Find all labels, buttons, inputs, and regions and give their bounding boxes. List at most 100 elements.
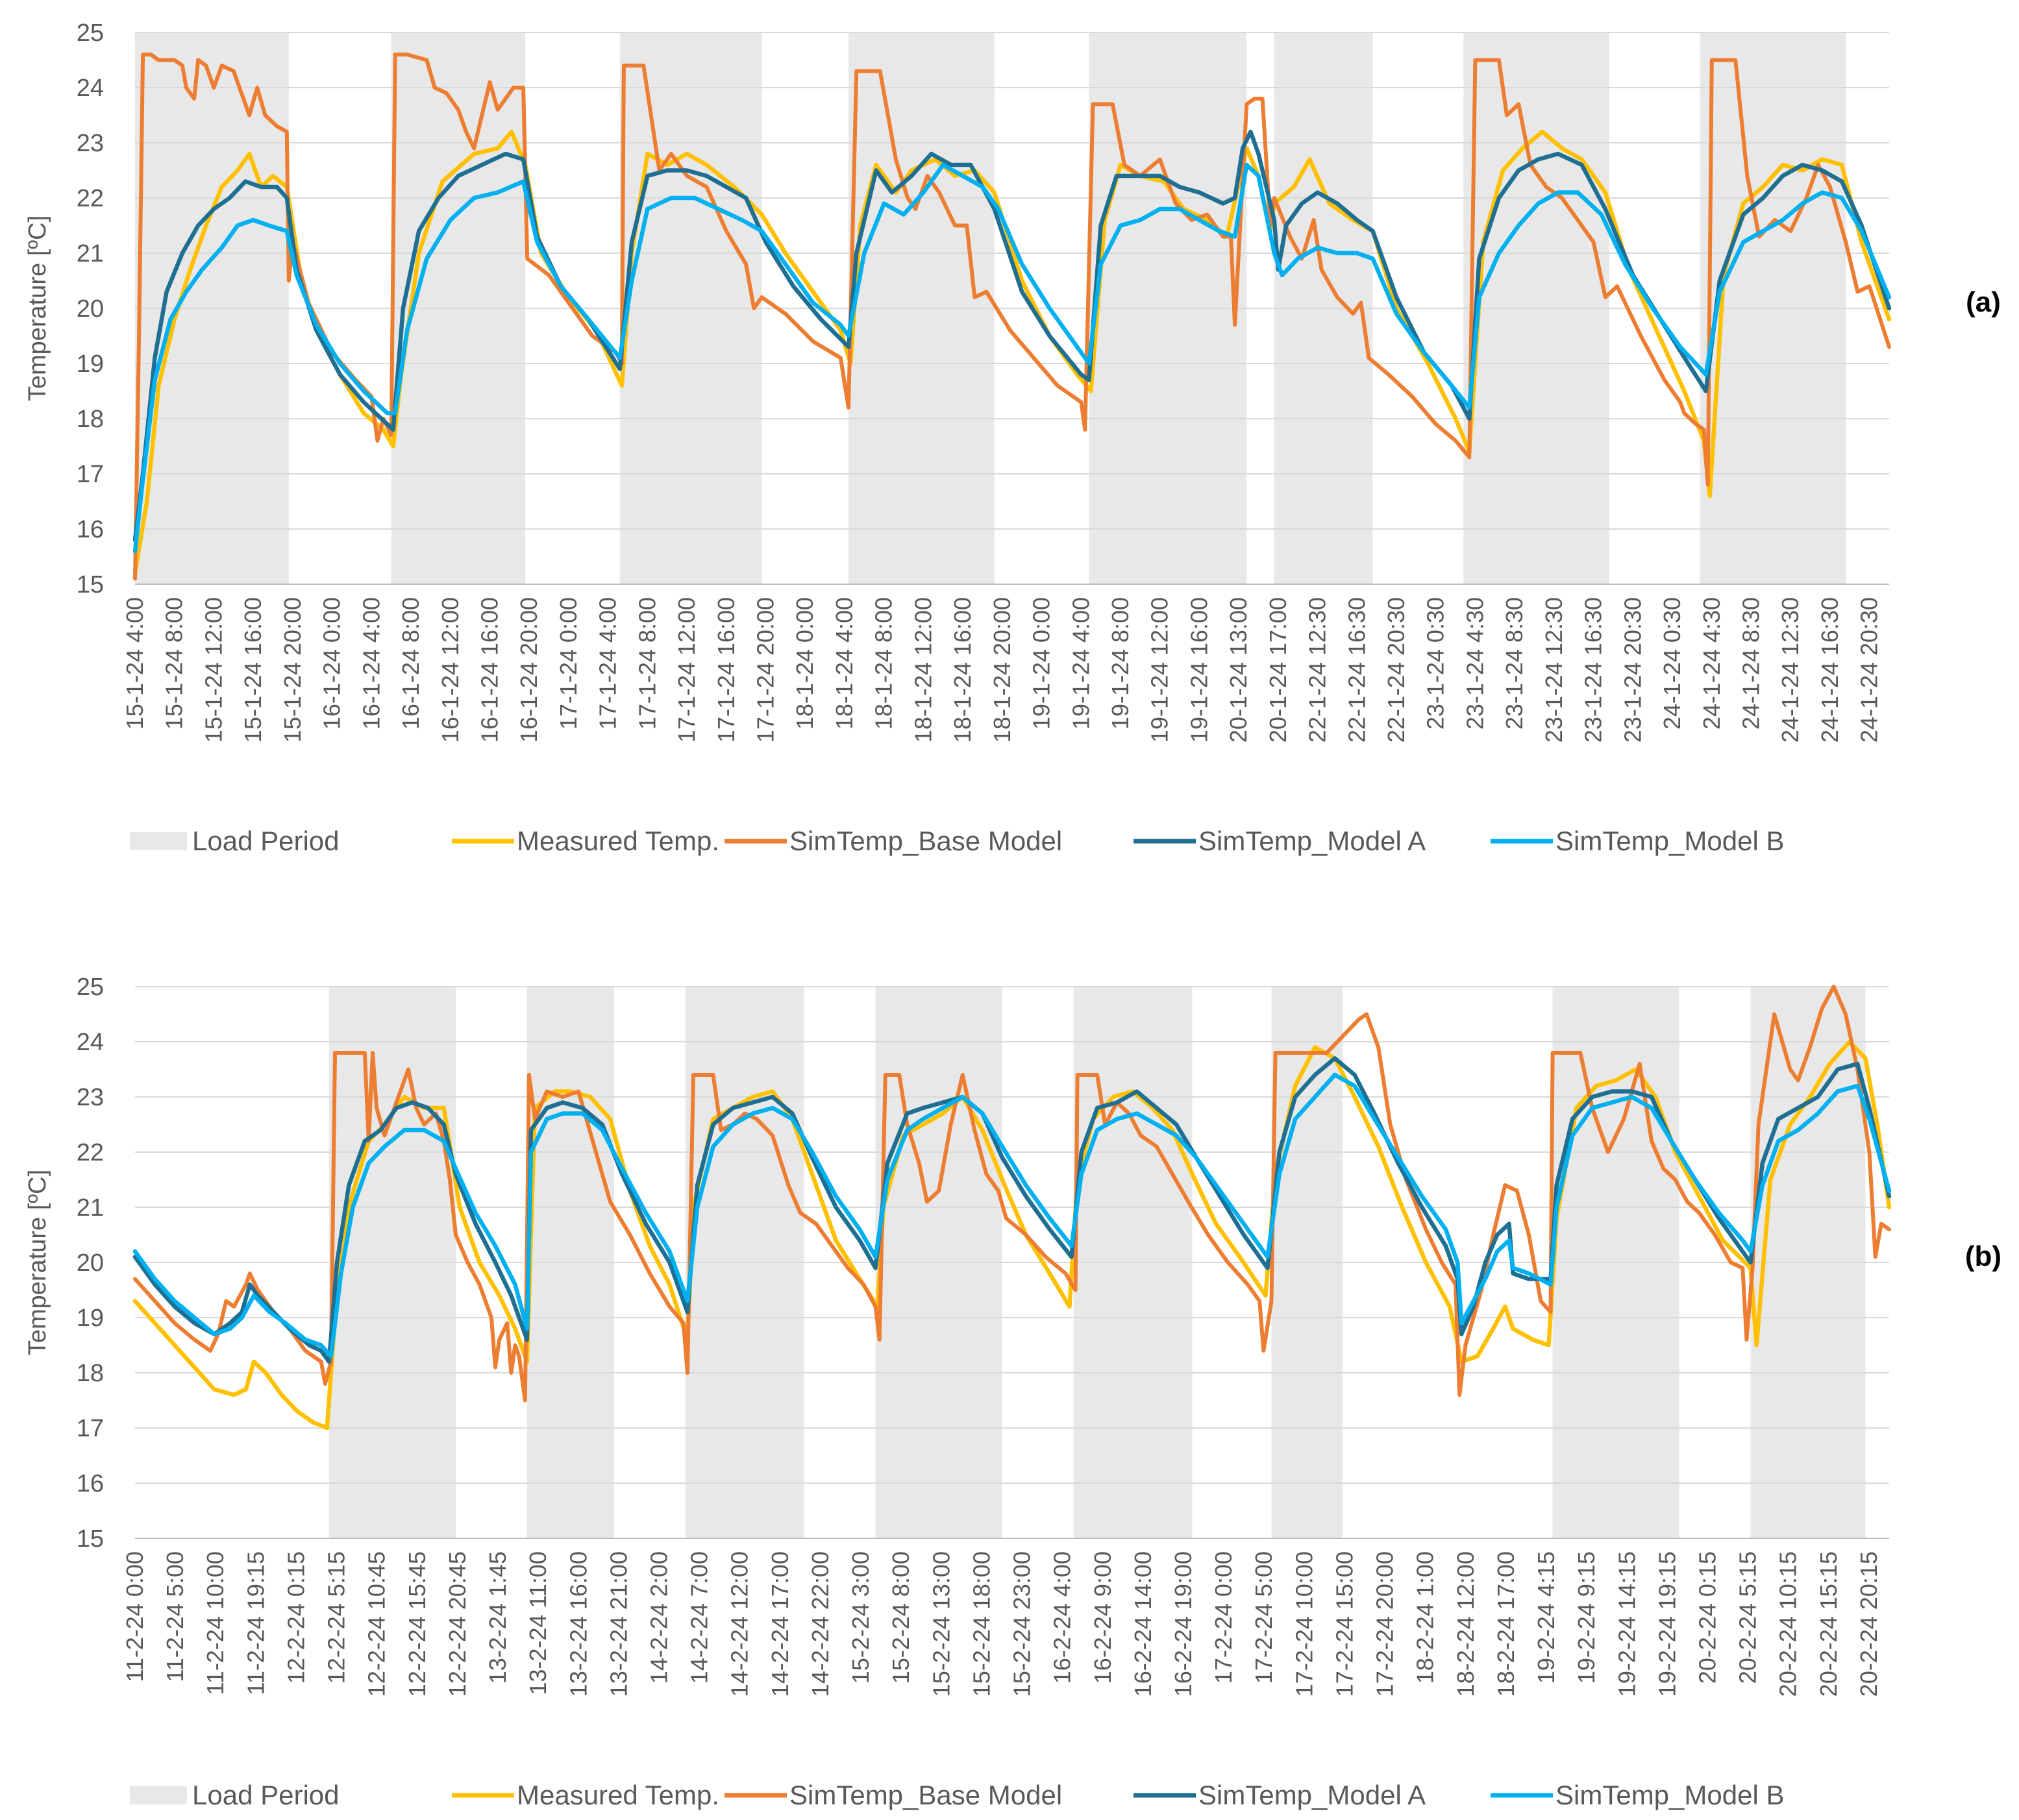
x-tick-label: 12-2-24 20:45 bbox=[444, 1551, 471, 1697]
temperature-chart-a: 15 16 17 18 19 20 21 22 23 24 25 15-1-24 4:00 15-1-2… bbox=[24, 19, 2001, 856]
x-tick-label: 20-1-24 13:00 bbox=[1225, 597, 1252, 743]
x-tick-label: 12-2-24 15:45 bbox=[404, 1551, 430, 1697]
x-tick-label: 16-1-24 0:00 bbox=[319, 597, 345, 730]
x-tick-label: 13-2-24 21:00 bbox=[605, 1551, 632, 1697]
y-tick-label: 23 bbox=[77, 1084, 104, 1111]
y-axis-label: Temperature [ºC] bbox=[24, 215, 51, 401]
legend-label: Measured Temp. bbox=[517, 826, 719, 856]
y-tick-label: 16 bbox=[77, 1470, 104, 1497]
y-tick-label: 23 bbox=[77, 130, 104, 157]
x-tick-label: 14-2-24 17:00 bbox=[767, 1551, 793, 1697]
x-tick-label: 12-2-24 5:15 bbox=[323, 1551, 350, 1684]
x-tick-label: 20-2-24 5:15 bbox=[1735, 1551, 1761, 1684]
x-tick-label: 17-2-24 15:00 bbox=[1331, 1551, 1357, 1697]
y-tick-label: 20 bbox=[77, 1249, 104, 1277]
x-tick-label: 19-1-24 8:00 bbox=[1107, 597, 1133, 730]
x-tick-label: 17-1-24 4:00 bbox=[595, 597, 621, 730]
x-tick-label: 17-2-24 5:00 bbox=[1250, 1551, 1277, 1684]
x-tick-label: 15-1-24 20:00 bbox=[279, 597, 306, 743]
x-tick-label: 24-1-24 4:30 bbox=[1698, 597, 1725, 730]
x-tick-label: 18-2-24 17:00 bbox=[1493, 1551, 1519, 1697]
x-tick-label: 11-2-24 5:00 bbox=[162, 1551, 188, 1682]
x-tick-label: 19-1-24 4:00 bbox=[1067, 597, 1094, 730]
y-tick-label: 22 bbox=[77, 1139, 104, 1166]
x-tick-label: 16-1-24 20:00 bbox=[515, 597, 542, 743]
x-tick-label: 15-2-24 18:00 bbox=[968, 1551, 995, 1697]
x-tick-label: 15-2-24 8:00 bbox=[887, 1551, 914, 1684]
x-tick-label: 22-1-24 12:30 bbox=[1304, 597, 1331, 743]
legend-label: SimTemp_Model B bbox=[1555, 1780, 1784, 1810]
y-tick-label: 19 bbox=[77, 350, 104, 378]
x-tick-label: 23-1-24 16:30 bbox=[1580, 597, 1607, 743]
x-tick-label: 24-1-24 16:30 bbox=[1816, 597, 1843, 743]
x-tick-label: 14-2-24 12:00 bbox=[726, 1551, 753, 1697]
x-tick-label: 23-1-24 12:30 bbox=[1541, 597, 1567, 743]
x-tick-label: 14-2-24 7:00 bbox=[686, 1551, 713, 1684]
x-tick-label: 14-2-24 22:00 bbox=[807, 1551, 834, 1697]
x-tick-label: 17-1-24 12:00 bbox=[673, 597, 700, 743]
x-tick-label: 17-1-24 20:00 bbox=[752, 597, 779, 743]
y-tick-label: 22 bbox=[77, 185, 104, 212]
x-tick-label: 19-2-24 14:15 bbox=[1613, 1551, 1640, 1697]
x-tick-label: 18-1-24 20:00 bbox=[989, 597, 1015, 743]
legend-swatch-load-period bbox=[130, 832, 187, 850]
x-tick-label: 16-1-24 16:00 bbox=[476, 597, 502, 743]
x-tick-label: 15-1-24 16:00 bbox=[240, 597, 266, 743]
x-tick-label: 24-1-24 20:30 bbox=[1856, 597, 1883, 743]
x-tick-label: 18-1-24 16:00 bbox=[949, 597, 976, 743]
x-tick-label: 12-2-24 10:45 bbox=[364, 1551, 390, 1697]
legend-label: SimTemp_Base Model bbox=[789, 1780, 1062, 1810]
y-tick-label: 24 bbox=[77, 1029, 104, 1056]
x-tick-label: 19-1-24 12:00 bbox=[1146, 597, 1173, 743]
x-tick-label: 23-1-24 0:30 bbox=[1422, 597, 1449, 730]
x-tick-label: 24-1-24 0:30 bbox=[1659, 597, 1685, 730]
y-tick-label: 17 bbox=[77, 1415, 104, 1442]
x-tick-label: 20-2-24 20:15 bbox=[1855, 1551, 1882, 1697]
legend-swatch-load-period bbox=[130, 1786, 187, 1804]
series-line-simtemp-model-a bbox=[132, 129, 1892, 543]
x-tick-label: 16-1-24 4:00 bbox=[358, 597, 384, 730]
legend-label: SimTemp_Model A bbox=[1198, 826, 1426, 856]
x-tick-label: 23-1-24 20:30 bbox=[1619, 597, 1646, 743]
x-tick-label: 18-2-24 12:00 bbox=[1452, 1551, 1479, 1697]
x-tick-label: 19-2-24 4:15 bbox=[1533, 1551, 1559, 1684]
x-tick-label: 18-2-24 1:00 bbox=[1412, 1551, 1439, 1684]
legend-label: Measured Temp. bbox=[517, 1780, 719, 1810]
x-tick-label: 15-2-24 3:00 bbox=[847, 1551, 874, 1684]
series-line-simtemp-model-b bbox=[132, 1072, 1892, 1359]
legend-label: Load Period bbox=[192, 1780, 340, 1810]
x-tick-label: 16-2-24 14:00 bbox=[1130, 1551, 1156, 1697]
x-tick-label: 17-1-24 8:00 bbox=[634, 597, 660, 730]
y-tick-label: 24 bbox=[77, 75, 104, 102]
x-tick-label: 19-1-24 16:00 bbox=[1185, 597, 1212, 743]
x-tick-label: 16-2-24 19:00 bbox=[1170, 1551, 1196, 1697]
panel-label: (b) bbox=[1965, 1240, 2001, 1272]
x-tick-label: 18-1-24 12:00 bbox=[910, 597, 936, 743]
y-tick-label: 15 bbox=[77, 1525, 104, 1553]
temperature-chart-b: 15 16 17 18 19 20 21 22 23 24 25 11-2-24 0:00 11-2-2… bbox=[24, 974, 2001, 1810]
x-tick-label: 15-1-24 12:00 bbox=[200, 597, 227, 743]
x-tick-label: 24-1-24 8:30 bbox=[1737, 597, 1764, 730]
x-tick-label: 13-2-24 1:45 bbox=[484, 1551, 511, 1684]
x-tick-label: 17-2-24 10:00 bbox=[1291, 1551, 1317, 1697]
x-tick-label: 20-2-24 10:15 bbox=[1775, 1551, 1802, 1697]
x-tick-label: 15-2-24 13:00 bbox=[928, 1551, 954, 1697]
x-tick-label: 20-1-24 17:00 bbox=[1265, 597, 1291, 743]
chart-panel-b: 15 16 17 18 19 20 21 22 23 24 25 11-2-24 0:00 11-2-2… bbox=[0, 954, 2019, 1820]
x-tick-label: 22-1-24 20:30 bbox=[1383, 597, 1409, 743]
x-tick-label: 18-1-24 0:00 bbox=[791, 597, 818, 730]
x-tick-label: 17-1-24 0:00 bbox=[555, 597, 582, 730]
legend-label: SimTemp_Model A bbox=[1198, 1780, 1426, 1810]
series-line-simtemp-model-b bbox=[132, 162, 1892, 554]
x-tick-label: 16-2-24 9:00 bbox=[1089, 1551, 1116, 1684]
chart-panel-a: 15 16 17 18 19 20 21 22 23 24 25 15-1-24 4:00 15-1-2… bbox=[0, 0, 2019, 863]
x-tick-label: 20-2-24 15:15 bbox=[1815, 1551, 1842, 1697]
panel-label: (a) bbox=[1966, 286, 2001, 318]
y-tick-label: 25 bbox=[77, 974, 104, 1001]
x-tick-label: 15-2-24 23:00 bbox=[1009, 1551, 1035, 1697]
y-tick-label: 21 bbox=[77, 240, 104, 267]
x-tick-label: 15-1-24 8:00 bbox=[161, 597, 188, 730]
y-tick-label: 18 bbox=[77, 406, 104, 433]
y-tick-label: 20 bbox=[77, 295, 104, 323]
x-tick-label: 22-1-24 16:30 bbox=[1343, 597, 1370, 743]
